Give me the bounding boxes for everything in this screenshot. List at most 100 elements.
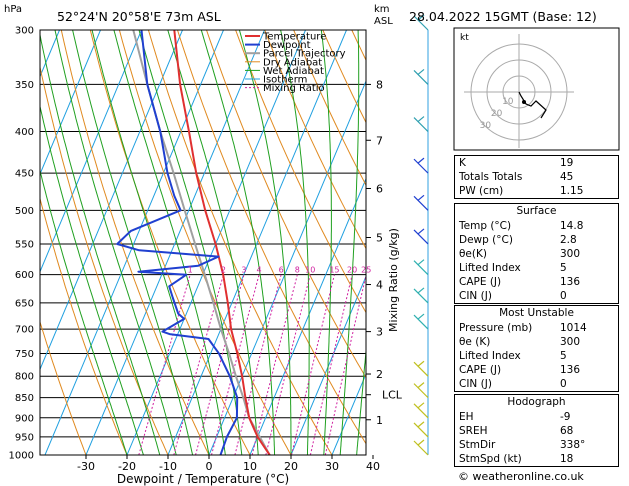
index-label: StmSpd (kt) [459, 453, 522, 465]
index-row: PW (cm) 1.15 [455, 184, 618, 198]
dry-adiabat-line [235, 30, 366, 314]
wind-barb [417, 194, 425, 201]
index-row: θe (K) 300 [455, 335, 618, 349]
index-value: 136 [560, 364, 581, 376]
index-label: Pressure (mb) [459, 322, 533, 334]
pressure-tick-label: 650 [15, 298, 34, 309]
hodograph-title: Hodograph [507, 396, 566, 408]
mixing-ratio-line [309, 274, 353, 455]
station-location: 52°24'N 20°58'E 73m ASL [57, 9, 221, 24]
dewpoint-line [116, 30, 239, 455]
pressure-tick-label: 700 [15, 325, 34, 336]
hodograph-ring-label: 10 [502, 97, 514, 107]
index-value: 19 [560, 157, 574, 169]
wind-barb [417, 157, 425, 164]
surface-title: Surface [516, 205, 557, 217]
pressure-tick-label: 300 [15, 26, 34, 37]
isotherm-line [290, 275, 366, 455]
isotherm-line [331, 372, 366, 455]
x-tick-label: -30 [77, 460, 95, 473]
wind-barb [413, 361, 429, 377]
wet-adiabat-line [91, 30, 210, 455]
wet-adiabat-line [40, 32, 161, 455]
pressure-tick-label: 600 [15, 270, 34, 281]
height-km-label: 6 [376, 182, 383, 195]
wind-barb [417, 14, 425, 21]
dry-adiabat-line [177, 30, 366, 445]
plot-frame [39, 29, 367, 456]
mixing-ratio-label: 1 [188, 266, 193, 275]
index-label: EH [459, 411, 474, 423]
index-row: Dewp (°C) 2.8 [455, 233, 618, 247]
wet-adiabat-line [113, 30, 226, 455]
wet-adiabat-line [200, 30, 276, 455]
wind-barb [413, 158, 429, 174]
asl-label: ASL [374, 16, 393, 27]
hodograph-trace [518, 91, 547, 119]
index-value: -9 [560, 411, 571, 423]
index-row: StmSpd (kt) 18 [455, 452, 618, 466]
pressure-tick-label: 1000 [9, 451, 34, 462]
mixing-ratio-line [251, 274, 298, 455]
index-label: CAPE (J) [459, 364, 502, 376]
index-value: 18 [560, 453, 574, 465]
index-row: CIN (J) 0 [455, 377, 618, 391]
hodograph-panel: Hodograph EH -9 SREH 68 StmDir 338° StmSpd (kt… [454, 394, 619, 467]
index-value: 14.8 [560, 220, 584, 232]
pressure-tick-label: 800 [15, 372, 34, 383]
index-label: CIN (J) [459, 290, 492, 302]
dry-adiabat-line [206, 30, 366, 379]
index-value: 5 [560, 350, 567, 362]
index-value: 0 [560, 290, 567, 302]
km-label: km [374, 4, 390, 15]
index-value: 338° [560, 439, 586, 451]
hodograph-frame [453, 27, 620, 151]
index-label: K [459, 157, 466, 169]
mixing-ratio-line [138, 274, 191, 455]
x-tick-label: -10 [159, 460, 177, 473]
pressure-tick-label: 500 [15, 206, 34, 217]
index-label: Totals Totals [459, 171, 523, 183]
wind-barb [417, 382, 425, 389]
index-row: CIN (J) 0 [455, 289, 618, 303]
dry-adiabat-line [293, 30, 366, 187]
x-tick-label: 0 [206, 460, 213, 473]
wind-barb [417, 68, 425, 75]
index-row: Lifted Index 5 [455, 261, 618, 275]
index-value: 68 [560, 425, 574, 437]
storm-motion-marker [522, 100, 526, 104]
wet-adiabat-line [339, 30, 360, 455]
index-value: 1014 [560, 322, 587, 334]
index-value: 300 [560, 248, 581, 260]
wind-barb [417, 259, 425, 266]
index-value: 0 [560, 378, 567, 390]
hodograph-ring-label: 30 [480, 121, 492, 131]
index-label: StmDir [459, 439, 496, 451]
pressure-tick-label: 900 [15, 413, 34, 424]
x-tick-label: 20 [284, 460, 298, 473]
mixing-ratio-axis-label: Mixing Ratio (g/kg) [387, 228, 400, 332]
wind-barb [413, 403, 429, 419]
wet-adiabat-line [280, 30, 310, 455]
wind-barb [413, 383, 429, 399]
wind-barb [413, 229, 429, 245]
hodograph: kt 10 20 30 [453, 27, 620, 151]
isotherm-line [40, 30, 101, 176]
legend-entry: Parcel Trajectory [263, 49, 346, 60]
index-row: CAPE (J) 136 [455, 275, 618, 289]
mixing-ratio-line [265, 274, 311, 455]
wind-barb [413, 314, 429, 330]
x-axis-label: Dewpoint / Temperature (°C) [117, 472, 289, 486]
index-row: Lifted Index 5 [455, 349, 618, 363]
legend-entry: Temperature [262, 32, 326, 43]
height-km-label: 2 [376, 368, 383, 381]
pressure-tick-label: 750 [15, 349, 34, 360]
legend-entry: Mixing Ratio [263, 83, 325, 94]
mixing-ratio-label: 15 [329, 266, 339, 275]
wind-barb [417, 421, 425, 428]
mixing-ratio-line [211, 274, 260, 455]
pressure-tick-label: 550 [15, 239, 34, 250]
index-row: K 19 [455, 156, 618, 170]
